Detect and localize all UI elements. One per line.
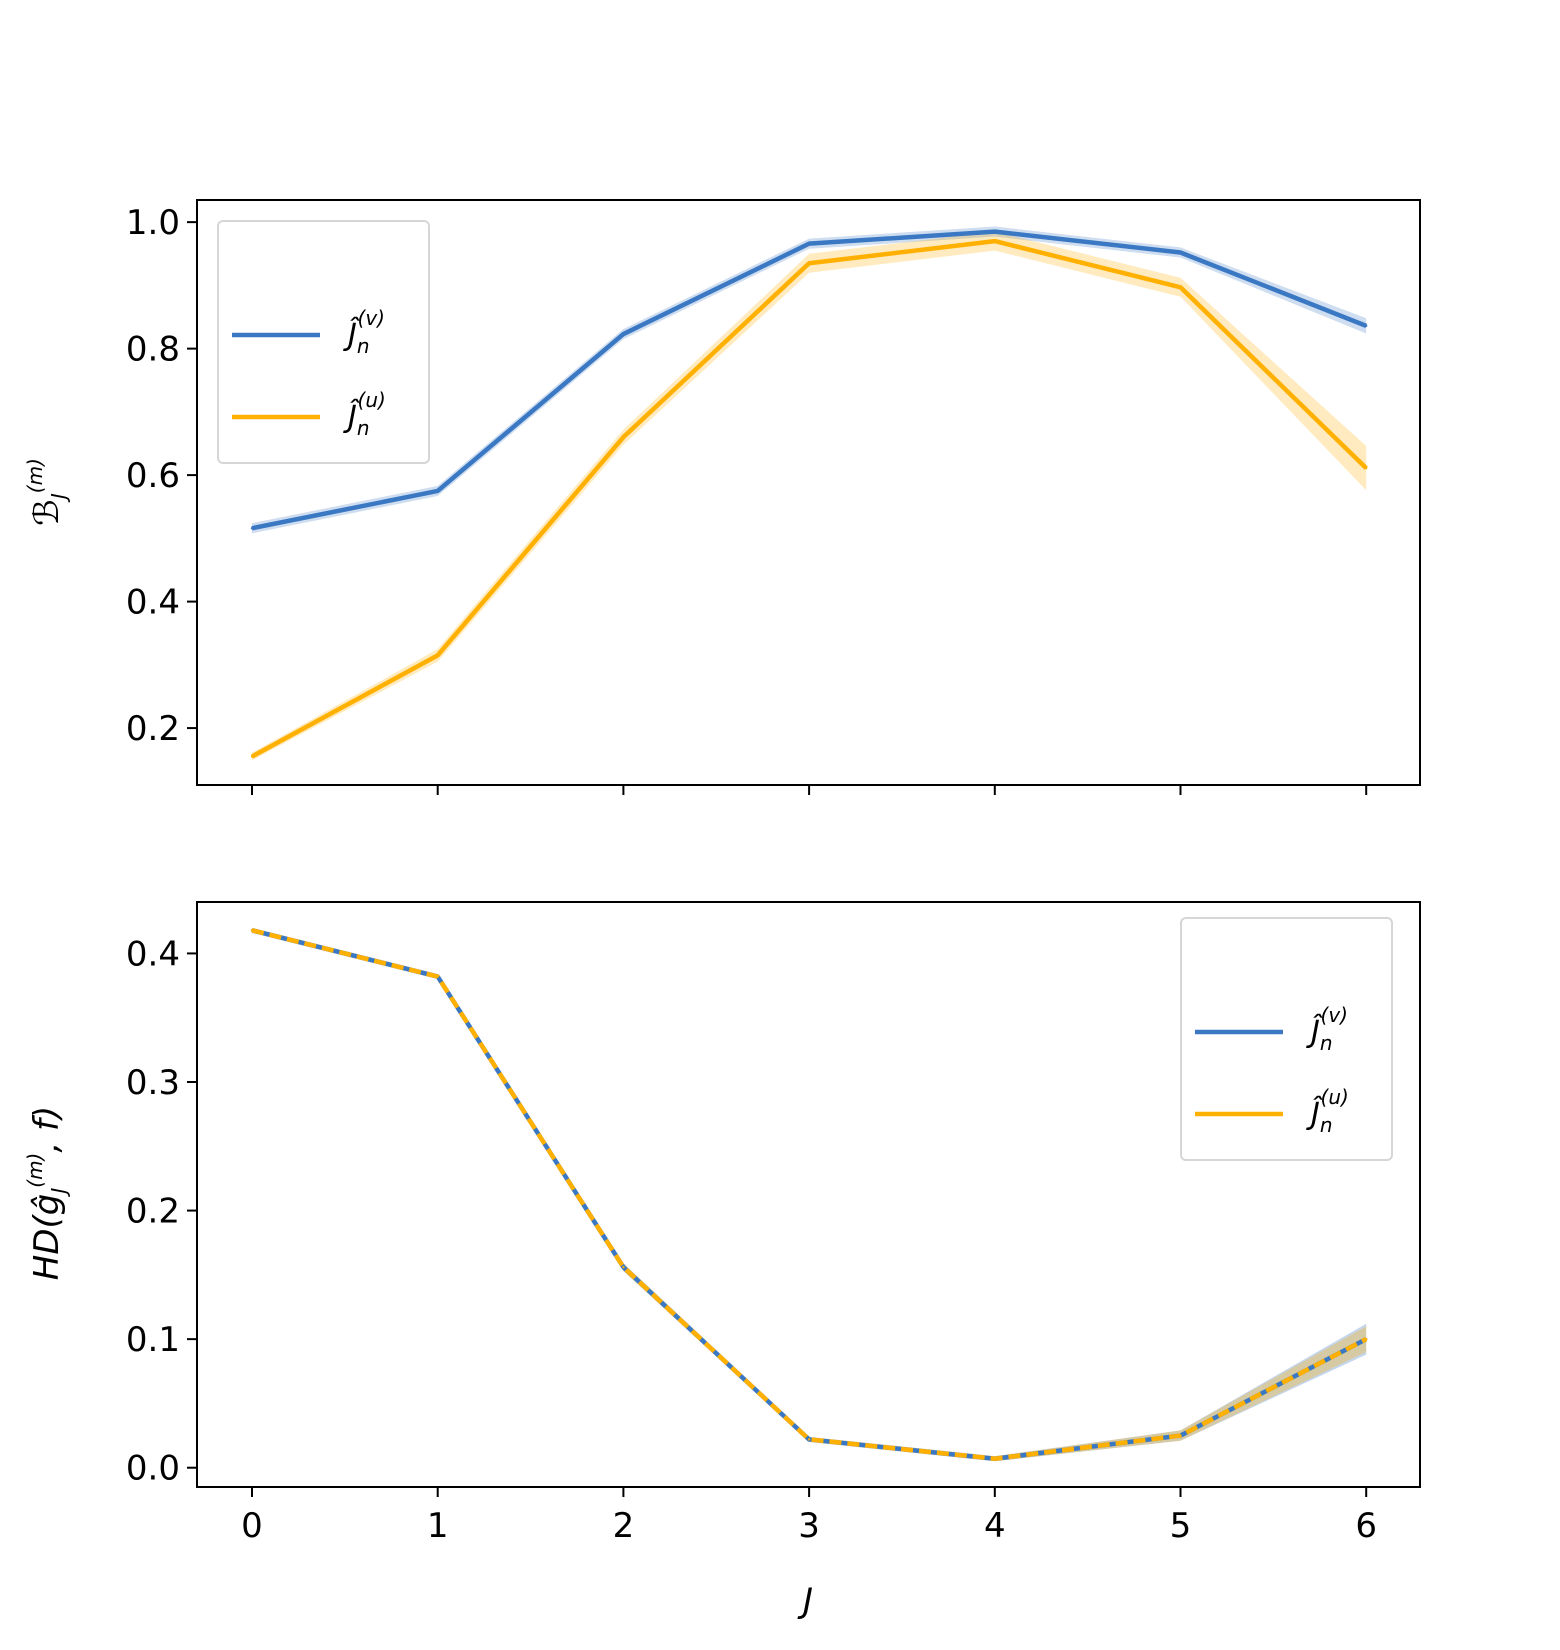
top-point-series-0-6: [1365, 324, 1368, 328]
bottom-y-axis-label-sup: (m): [23, 1153, 47, 1188]
bot-legend-box: [1180, 917, 1393, 1161]
top-series-lines: [250, 229, 1368, 759]
bot-point-series-1-3: [807, 1438, 811, 1441]
top-y-tick-label-0: 0.2: [126, 709, 180, 749]
top-band-series-0: [252, 226, 1367, 534]
bottom-y-axis-label-post: , f): [27, 1106, 67, 1153]
top-legend-box: [217, 220, 430, 464]
bottom-y-axis-label-sub: J: [47, 1188, 71, 1198]
bot-x-tick-label-4: 4: [984, 1506, 1006, 1546]
bottom-y-axis-ticks: 0.0 0.1 0.2 0.3 0.4: [126, 934, 197, 1489]
bottom-x-axis-ticks: 0 1 2 3 4 5 6: [241, 1487, 1377, 1546]
top-point-series-1-1: [436, 654, 439, 657]
top-x-axis-ticks: [251, 785, 1368, 795]
bot-x-tick-label-3: 3: [798, 1506, 820, 1546]
top-point-series-1-4: [993, 239, 996, 243]
top-chart-panel: 0.2 0.4 0.6 0.8 1.0 ℬJ(m) Ĵn(v) Ĵn(u): [23, 199, 1421, 795]
top-point-series-0-4: [993, 230, 996, 233]
top-y-tick-label-3: 0.8: [126, 330, 180, 370]
top-y-axis-label-sup: (m): [23, 458, 47, 493]
top-point-series-1-5: [1179, 286, 1182, 289]
bot-point-series-1-5: [1179, 1434, 1182, 1437]
bot-point-series-1-0: [250, 929, 254, 932]
top-point-series-0-1: [436, 489, 439, 493]
top-y-tick-label-1: 0.4: [126, 583, 180, 623]
bot-legend-label-0: Ĵn(v): [1306, 1003, 1348, 1055]
top-y-tick-label-4: 1.0: [126, 203, 180, 243]
top-y-axis-label: ℬJ(m): [23, 458, 71, 526]
bottom-y-axis-label-pre: HD(ĝ: [27, 1194, 67, 1281]
bot-x-tick-label-2: 2: [613, 1506, 635, 1546]
top-point-series-0-3: [807, 242, 811, 245]
top-legend-label-0: Ĵn(v): [343, 306, 385, 358]
bot-x-tick-label-1: 1: [427, 1506, 449, 1546]
bottom-y-axis-label: HD(ĝJ(m), f): [23, 1106, 71, 1280]
bot-y-tick-label-1: 0.1: [126, 1320, 180, 1360]
top-legend: Ĵn(v) Ĵn(u): [217, 220, 430, 464]
top-point-series-1-6: [1365, 466, 1368, 470]
bot-point-series-1-2: [622, 1265, 625, 1269]
top-point-series-1-2: [622, 435, 625, 439]
top-y-tick-label-2: 0.6: [126, 456, 180, 496]
bot-point-series-1-6: [1365, 1337, 1368, 1341]
top-point-series-1-0: [250, 755, 254, 758]
bottom-legend: Ĵn(v) Ĵn(u): [1180, 917, 1393, 1161]
bottom-series-lines: [250, 928, 1368, 1461]
bot-y-tick-label-4: 0.4: [126, 934, 180, 974]
top-point-series-0-2: [622, 332, 625, 336]
top-point-series-1-3: [807, 262, 811, 265]
bot-y-tick-label-0: 0.0: [126, 1449, 180, 1489]
bot-y-tick-label-3: 0.3: [126, 1063, 180, 1103]
top-confidence-bands: [252, 226, 1367, 761]
top-y-axis-label-base: ℬ: [27, 499, 67, 526]
bot-x-tick-label-0: 0: [241, 1506, 263, 1546]
top-y-axis-ticks: 0.2 0.4 0.6 0.8 1.0: [126, 203, 197, 749]
top-point-series-0-5: [1179, 251, 1182, 254]
bot-x-tick-label-6: 6: [1355, 1506, 1377, 1546]
bot-point-series-1-1: [436, 975, 439, 978]
top-legend-label-1: Ĵn(u): [343, 388, 386, 440]
bot-legend-label-1: Ĵn(u): [1306, 1085, 1349, 1137]
bot-y-tick-label-2: 0.2: [126, 1192, 180, 1232]
top-point-series-0-0: [250, 527, 254, 530]
bot-x-tick-label-5: 5: [1170, 1506, 1192, 1546]
bottom-x-axis-label: J: [797, 1581, 813, 1621]
bot-point-series-1-4: [993, 1457, 996, 1460]
top-y-axis-label-sub: J: [47, 493, 71, 503]
